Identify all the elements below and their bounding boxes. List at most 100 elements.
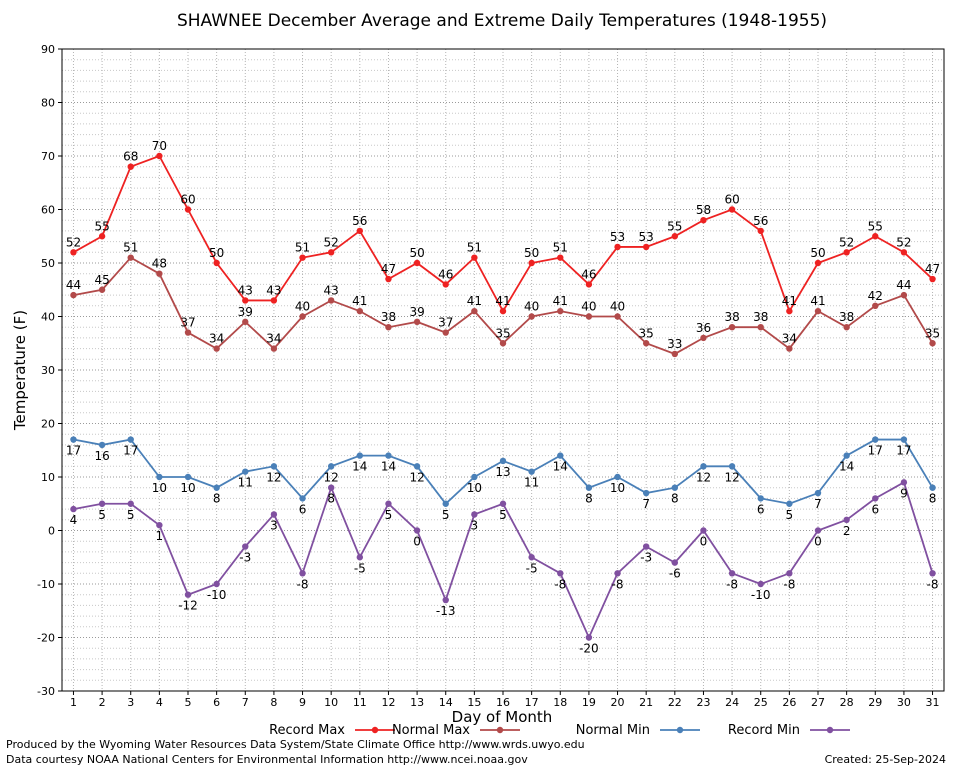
data-label: 12 [409, 470, 424, 484]
data-point [127, 436, 134, 443]
data-label: 10 [467, 481, 482, 495]
data-label: 52 [324, 235, 339, 249]
data-label: 10 [152, 481, 167, 495]
data-label: 4 [70, 513, 78, 527]
data-point [557, 307, 564, 315]
y-tick-label: 80 [41, 97, 55, 110]
data-point [557, 254, 564, 261]
legend-item: Record Max [269, 723, 395, 738]
data-point [499, 457, 507, 465]
series-normal-min: 17 16 17 10 10 8 11 12 6 12 14 14 12 5 10 13 11 14 8 10 7 8 12… [66, 436, 936, 522]
y-tick-label: 90 [41, 43, 55, 56]
x-tick-label: 9 [299, 696, 306, 709]
data-point [585, 484, 593, 491]
data-point [98, 441, 106, 449]
data-label: 56 [352, 214, 367, 228]
data-point [929, 570, 936, 577]
x-tick-label: 4 [156, 696, 163, 709]
data-label: 48 [152, 257, 167, 271]
data-label: 5 [499, 508, 507, 522]
data-point [213, 259, 220, 267]
data-label: 36 [696, 321, 711, 335]
data-label: 51 [295, 241, 310, 255]
data-label: 43 [238, 283, 253, 297]
data-point [356, 307, 364, 315]
data-label: 9 [900, 486, 908, 500]
data-point [385, 324, 392, 331]
x-tick-label: 22 [668, 696, 682, 709]
data-label: 5 [98, 508, 106, 522]
data-label: 12 [696, 470, 711, 484]
data-point [471, 511, 478, 518]
data-label: 53 [610, 230, 625, 244]
data-label: -5 [354, 561, 366, 575]
data-point [557, 570, 564, 577]
data-label: 52 [896, 235, 911, 249]
data-label: 40 [524, 300, 539, 314]
data-point [614, 243, 621, 251]
data-label: 51 [123, 241, 138, 255]
data-point [299, 254, 306, 261]
data-point [98, 500, 106, 507]
data-point [814, 259, 822, 267]
data-label: 11 [524, 476, 539, 490]
y-tick-label: 20 [41, 418, 55, 431]
data-point [242, 318, 249, 326]
data-label: 60 [180, 193, 195, 207]
x-tick-label: 29 [868, 696, 882, 709]
data-point [471, 254, 478, 261]
data-point [843, 452, 850, 459]
data-point [700, 463, 707, 470]
data-point [499, 340, 507, 347]
data-label: 2 [843, 524, 851, 538]
series-record-max: 52 55 68 70 60 50 43 43 51 52 56 47 50 46 51 41 50 51 46 53… [66, 139, 940, 315]
data-point [528, 313, 535, 320]
data-point [327, 249, 335, 256]
data-label: -8 [783, 577, 795, 591]
data-point [242, 468, 249, 475]
x-tick-label: 6 [213, 696, 220, 709]
data-point [270, 297, 278, 304]
data-point [528, 468, 535, 475]
data-label: 38 [753, 310, 768, 324]
data-point [471, 307, 478, 315]
data-point [70, 249, 77, 256]
data-label: 11 [238, 476, 253, 490]
data-point [442, 596, 449, 604]
data-point [786, 345, 793, 352]
data-label: 41 [810, 294, 825, 308]
data-point [213, 484, 220, 491]
data-point [156, 473, 163, 481]
data-label: 39 [238, 305, 253, 319]
y-tick-label: 40 [41, 311, 55, 324]
data-label: -8 [612, 577, 624, 591]
data-point [356, 452, 364, 459]
data-point [327, 484, 335, 491]
data-label: 37 [438, 316, 453, 330]
data-point [585, 634, 593, 641]
data-label: 12 [724, 470, 739, 484]
x-tick-label: 28 [840, 696, 854, 709]
data-point [671, 350, 679, 358]
y-tick-label: 30 [41, 364, 55, 377]
data-point [786, 570, 793, 577]
x-axis-label: Day of Month [452, 708, 553, 726]
x-tick-label: 21 [639, 696, 653, 709]
legend: Record Max Normal Max Normal Min Record Min [269, 723, 850, 738]
data-label: 50 [810, 246, 825, 260]
data-label: 41 [553, 294, 568, 308]
data-point [872, 302, 879, 309]
data-label: 68 [123, 150, 138, 164]
data-label: 5 [786, 508, 794, 522]
data-point [757, 580, 764, 588]
chart-title: SHAWNEE December Average and Extreme Dai… [177, 11, 827, 31]
data-label: 5 [442, 508, 450, 522]
x-tick-label: 17 [525, 696, 539, 709]
data-point [557, 452, 564, 459]
data-point [184, 206, 192, 213]
data-label: -8 [297, 577, 309, 591]
data-point [270, 345, 278, 352]
footer-produced-by: Produced by the Wyoming Water Resources … [6, 738, 585, 751]
y-axis-label: Temperature (F) [11, 310, 29, 431]
data-label: -10 [207, 588, 227, 602]
